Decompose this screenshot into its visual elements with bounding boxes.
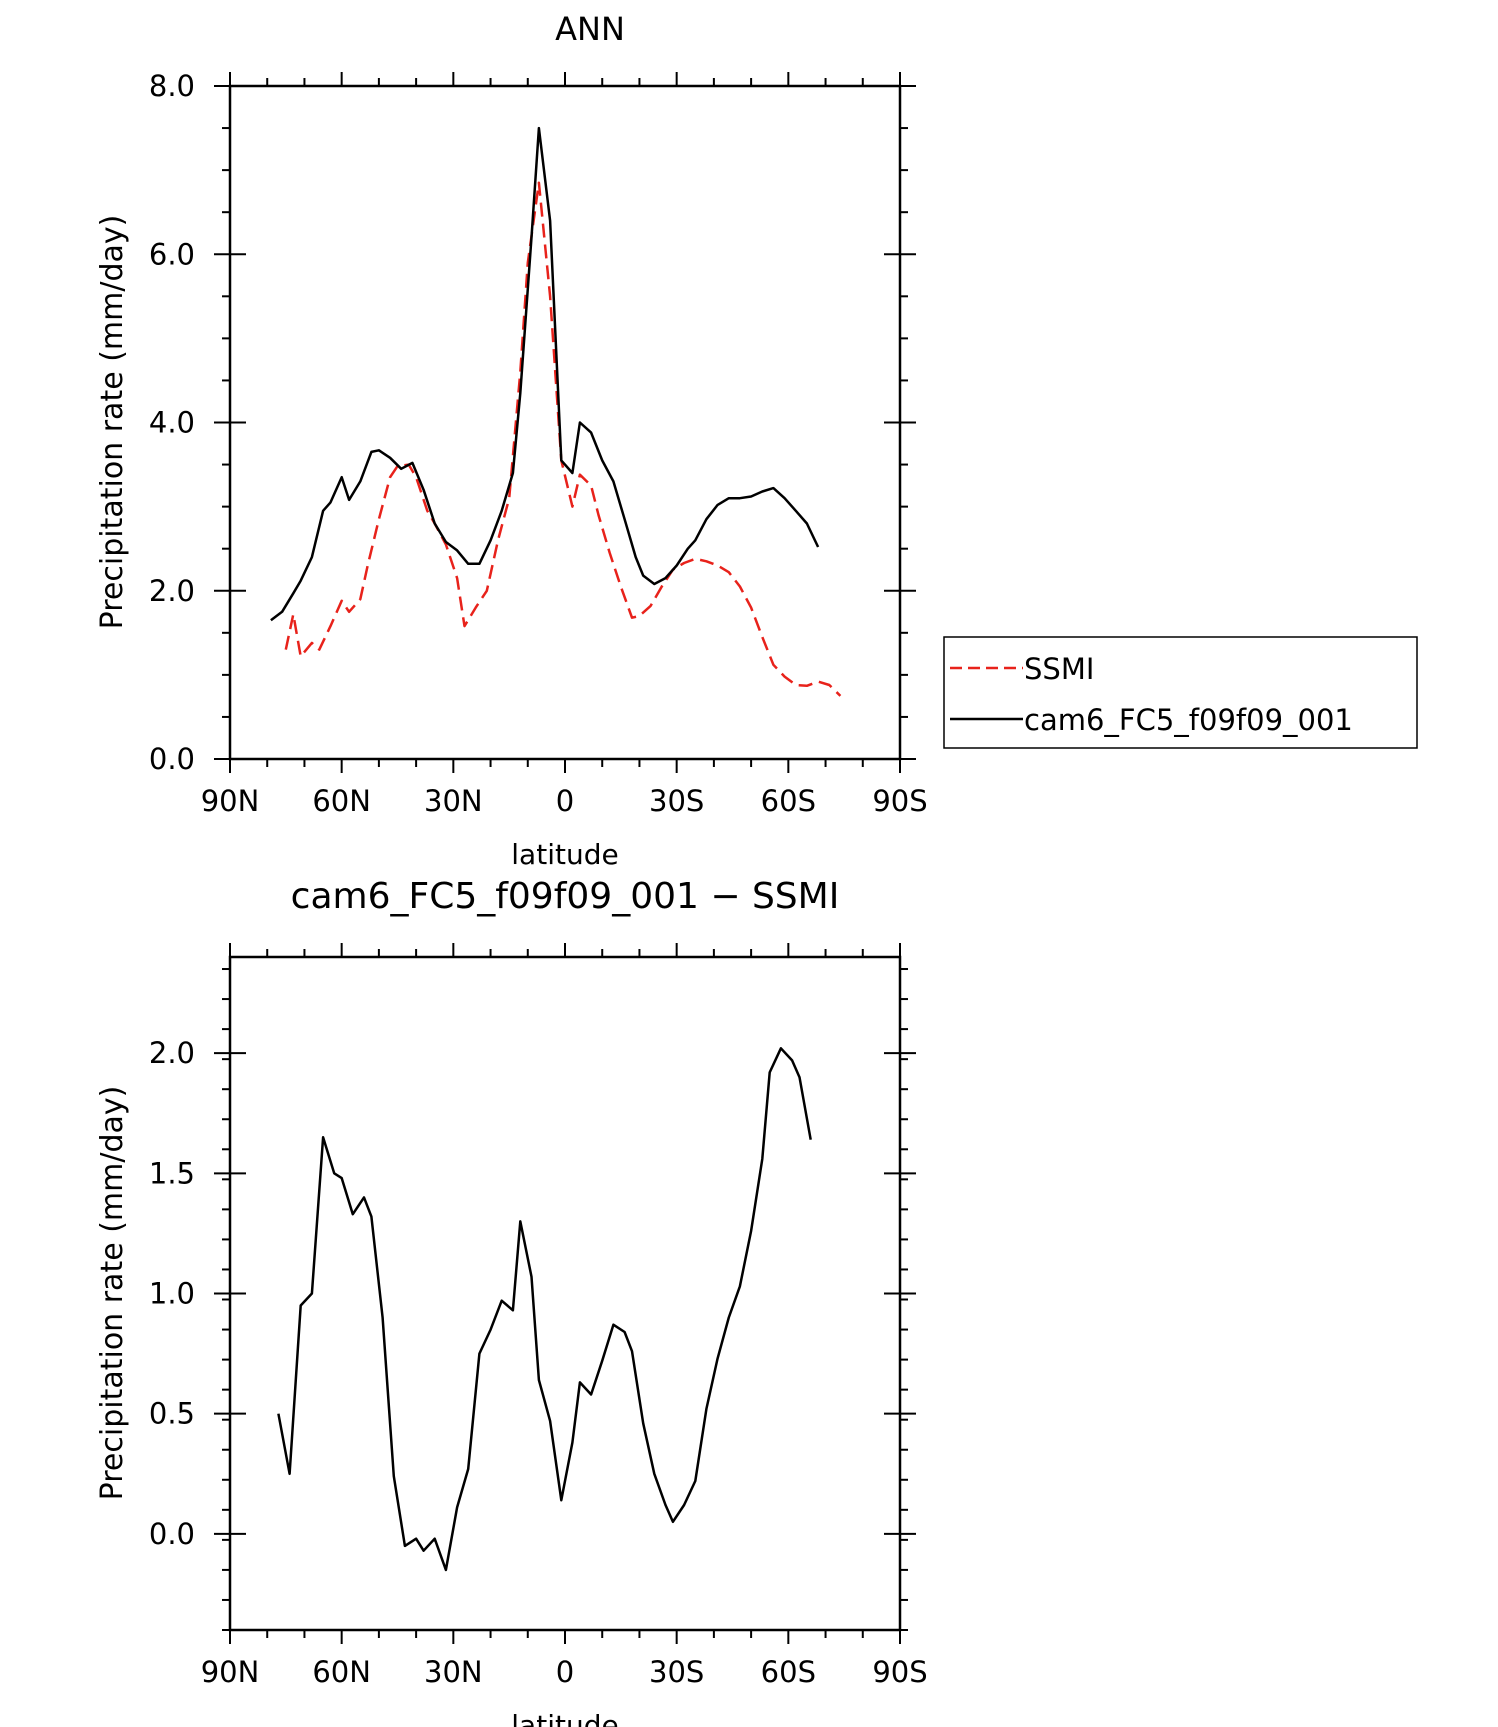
y-tick-label: 0.0 bbox=[149, 1517, 195, 1551]
annual-mean-panel: ANN 90N 60N 30N 0 30S 60S 90S 0.0 2.0 4.0 6.0 8.0 l… bbox=[95, 10, 928, 871]
y-tick-label: 0.0 bbox=[149, 742, 195, 776]
y-tick-label: 4.0 bbox=[149, 406, 195, 440]
y-tick-label: 1.0 bbox=[149, 1277, 195, 1311]
x-tick-label: 0 bbox=[556, 784, 574, 818]
legend-box bbox=[943, 636, 1418, 749]
x-tick-label: 30S bbox=[649, 1655, 704, 1689]
series-line-ssmi bbox=[284, 181, 842, 697]
x-tick-label: 30N bbox=[424, 1655, 483, 1689]
y-tick-label: 8.0 bbox=[149, 69, 195, 103]
y-tick-label: 2.0 bbox=[149, 574, 195, 608]
series-line-difference bbox=[277, 1047, 812, 1572]
legend-label-ssmi: SSMI bbox=[1024, 652, 1094, 686]
x-tick-label: 30N bbox=[424, 784, 483, 818]
panel-2-title: cam6_FC5_f09f09_001 − SSMI bbox=[291, 876, 840, 917]
x-tick-label: 90N bbox=[201, 1655, 260, 1689]
x-tick-label: 90N bbox=[201, 784, 260, 818]
x-tick-label: 60S bbox=[761, 1655, 816, 1689]
y-tick-label: 0.5 bbox=[149, 1397, 195, 1431]
panel-2-xlabel: latitude bbox=[511, 1709, 618, 1727]
x-tick-label: 60N bbox=[312, 1655, 371, 1689]
x-tick-label: 90S bbox=[872, 1655, 927, 1689]
panel-1-ticks: 90N 60N 30N 0 30S 60S 90S 0.0 2.0 4.0 6.0 8.0 bbox=[149, 69, 928, 818]
y-tick-label: 6.0 bbox=[149, 237, 195, 271]
panel-1-title: ANN bbox=[555, 10, 625, 48]
legend-label-cam6: cam6_FC5_f09f09_001 bbox=[1024, 703, 1353, 737]
panel-1-xlabel: latitude bbox=[511, 838, 618, 871]
y-tick-label: 2.0 bbox=[149, 1036, 195, 1070]
panel-2-series bbox=[277, 1047, 812, 1572]
y-tick-label: 1.5 bbox=[149, 1156, 195, 1190]
panel-1-ylabel: Precipitation rate (mm/day) bbox=[95, 215, 130, 630]
legend: SSMI cam6_FC5_f09f09_001 bbox=[943, 636, 1418, 749]
x-tick-label: 30S bbox=[649, 784, 704, 818]
x-tick-label: 90S bbox=[872, 784, 927, 818]
series-line-cam6-fc5-f09f09-001 bbox=[270, 126, 820, 622]
difference-panel: cam6_FC5_f09f09_001 − SSMI 90N 60N 30N 0 30S… bbox=[95, 876, 928, 1727]
panel-1-frame bbox=[228, 84, 902, 761]
x-tick-label: 60N bbox=[312, 784, 371, 818]
panel-1-series bbox=[270, 126, 842, 697]
panel-2-ylabel: Precipitation rate (mm/day) bbox=[95, 1086, 130, 1501]
panel-2-frame bbox=[228, 955, 902, 1632]
panel-2-ticks: 90N 60N 30N 0 30S 60S 90S 0.0 0.5 1.0 1.5 2.0 bbox=[149, 943, 928, 1689]
x-tick-label: 60S bbox=[761, 784, 816, 818]
x-tick-label: 0 bbox=[556, 1655, 574, 1689]
